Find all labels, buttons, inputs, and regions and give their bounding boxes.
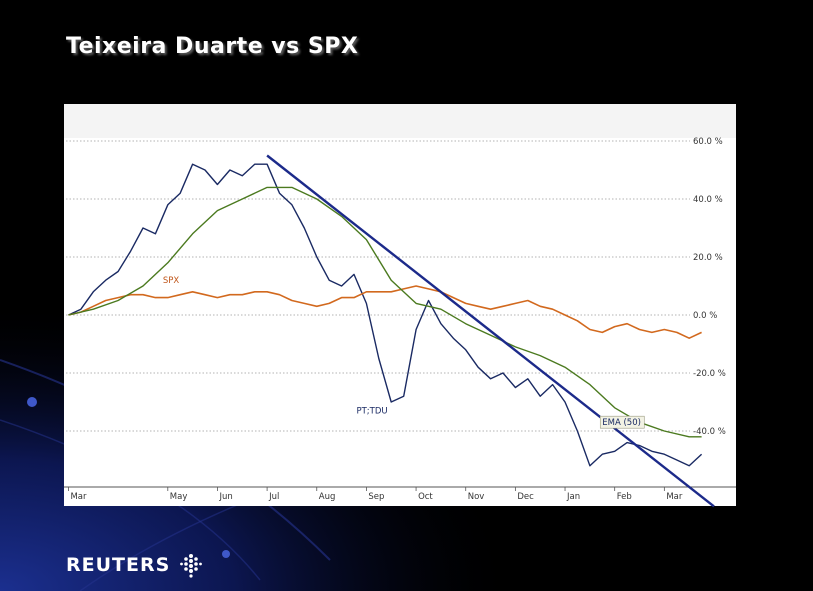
x-tick-label: Mar [666, 492, 683, 502]
brand-wordmark: REUTERS [66, 554, 171, 576]
x-tick-label: Sep [368, 492, 384, 502]
y-tick-label: -20.0 % [693, 369, 726, 379]
labels: 60.0 % 40.0 % 20.0 % 0.0 % -20.0 % -40.0 % Mar… [70, 137, 725, 502]
series-lines [68, 154, 715, 508]
annotation-label: PT;TDU [356, 407, 387, 417]
x-tick-label: Oct [418, 492, 433, 502]
x-tick-label: Feb [617, 492, 632, 502]
decor-dot [222, 550, 230, 558]
series-line-tdu [68, 163, 703, 467]
decor-dot [27, 397, 37, 407]
reuters-logo: REUTERS [66, 552, 204, 578]
x-tick-label: Jan [566, 492, 580, 502]
x-tick-label: Jul [268, 492, 279, 502]
annotation-label: SPX [163, 276, 180, 286]
y-tick-label: 0.0 % [693, 311, 717, 321]
trendline [266, 154, 715, 508]
x-tick-label: May [170, 492, 188, 502]
y-tick-label: 40.0 % [693, 195, 723, 205]
annotation-label: EMA (50) [602, 418, 641, 428]
annotation-box [599, 415, 645, 429]
series-line-spx [68, 285, 702, 340]
x-tick-label: Dec [517, 492, 534, 502]
grid-lines [66, 140, 690, 491]
y-tick-label: 60.0 % [693, 137, 723, 147]
plot-top-band [64, 104, 736, 138]
x-tick-label: Mar [70, 492, 87, 502]
series-line-ema [68, 186, 702, 438]
x-tick-label: Jun [218, 492, 232, 502]
reuters-dots-icon [180, 554, 203, 578]
x-tick-label: Aug [319, 492, 336, 502]
slide-title: Teixeira Duarte vs SPX [66, 34, 359, 59]
y-tick-label: -40.0 % [693, 427, 726, 437]
y-tick-label: 20.0 % [693, 253, 723, 263]
plot-background [64, 104, 736, 506]
x-tick-label: Nov [468, 492, 485, 502]
